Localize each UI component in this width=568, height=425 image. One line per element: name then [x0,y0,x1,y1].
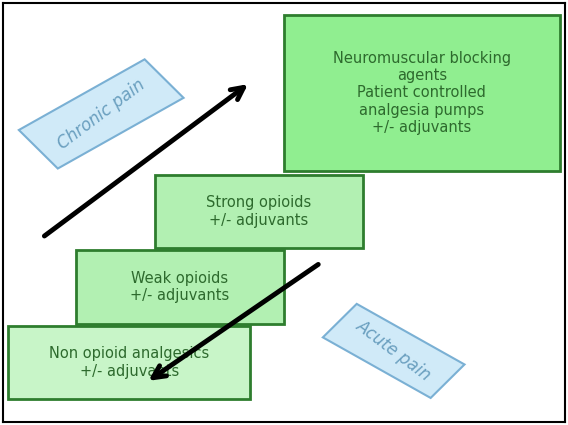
Text: Neuromuscular blocking
agents
Patient controlled
analgesia pumps
+/- adjuvants: Neuromuscular blocking agents Patient co… [333,51,511,135]
Bar [19,60,183,169]
FancyBboxPatch shape [76,250,284,324]
Text: Weak opioids
+/- adjuvants: Weak opioids +/- adjuvants [130,271,229,303]
Bar [323,304,465,398]
Text: Non opioid analgesics
+/- adjuvants: Non opioid analgesics +/- adjuvants [49,346,210,379]
Text: Chronic pain: Chronic pain [54,75,148,153]
Text: Strong opioids
+/- adjuvants: Strong opioids +/- adjuvants [206,195,311,228]
FancyBboxPatch shape [154,175,363,248]
Text: Acute pain: Acute pain [353,317,435,385]
FancyBboxPatch shape [284,15,559,170]
FancyBboxPatch shape [9,326,250,399]
